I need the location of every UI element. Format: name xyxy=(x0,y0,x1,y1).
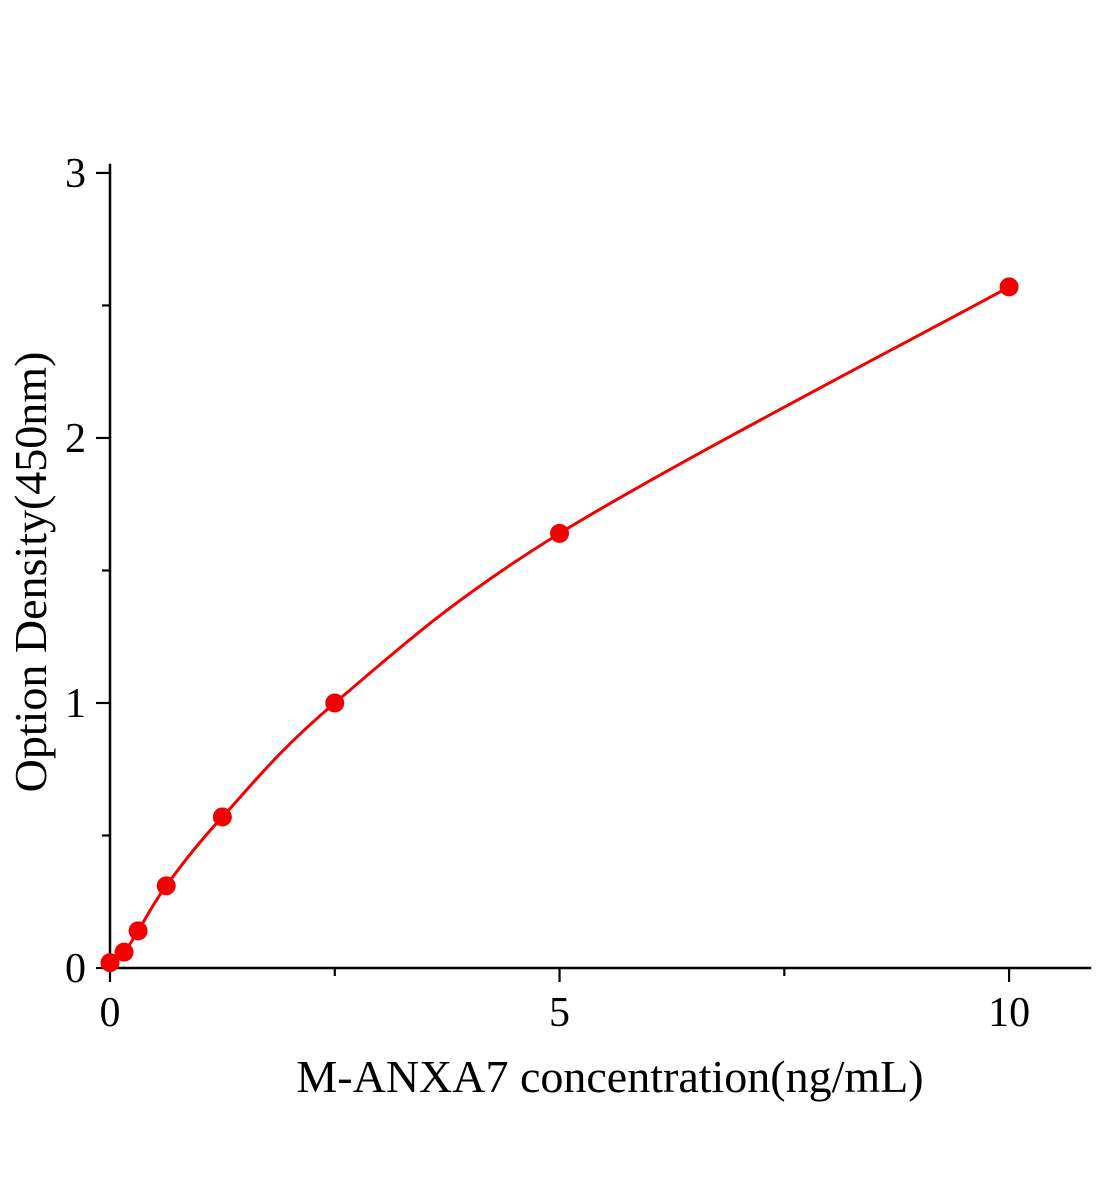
data-point xyxy=(114,942,134,962)
y-tick-label: 2 xyxy=(65,416,86,462)
data-point xyxy=(325,693,345,713)
axes xyxy=(108,163,1092,970)
x-axis-tick-labels: 0 5 10 xyxy=(100,990,1031,1036)
data-point xyxy=(100,953,120,973)
x-tick-label: 10 xyxy=(988,990,1030,1036)
y-tick-label: 1 xyxy=(65,681,86,727)
data-point xyxy=(550,523,570,543)
data-point xyxy=(212,807,232,827)
axis-spines xyxy=(108,163,1092,970)
y-tick-label: 3 xyxy=(65,151,86,197)
data-point xyxy=(128,921,148,941)
x-tick-label: 5 xyxy=(549,990,570,1036)
x-axis-ticks xyxy=(108,968,1011,982)
data-point xyxy=(156,876,176,896)
data-series xyxy=(100,277,1019,973)
x-axis-title: M-ANXA7 concentration(ng/mL) xyxy=(296,1051,923,1102)
y-axis-ticks xyxy=(96,171,110,970)
y-axis-tick-labels: 0 1 2 3 xyxy=(65,151,86,992)
y-axis-title: Option Density(450nm) xyxy=(5,352,56,793)
x-tick-label: 0 xyxy=(100,990,121,1036)
y-tick-label: 0 xyxy=(65,946,86,992)
fit-curve xyxy=(109,285,1010,964)
data-point xyxy=(999,277,1019,297)
